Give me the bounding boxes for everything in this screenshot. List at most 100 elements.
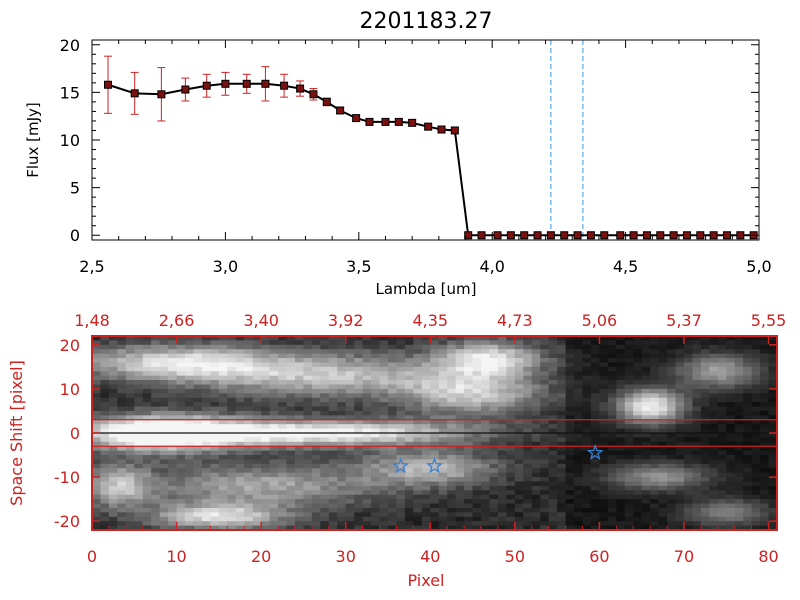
heatmap-cell xyxy=(523,441,533,447)
top-tick-label-2: 3,40 xyxy=(243,311,279,330)
heatmap-cell xyxy=(278,441,288,447)
heatmap-cell xyxy=(286,384,296,390)
heatmap-cell xyxy=(557,349,567,355)
heatmap-cell xyxy=(590,463,601,469)
heatmap-cell xyxy=(311,410,321,416)
heatmap-cell xyxy=(548,336,558,342)
heatmap-cell xyxy=(607,402,617,408)
heatmap-cell xyxy=(421,468,431,474)
heatmap-cell xyxy=(675,459,685,465)
heatmap-cell xyxy=(362,512,372,518)
heatmap-cell xyxy=(117,380,127,386)
heatmap-cell xyxy=(430,375,440,381)
heatmap-cell xyxy=(675,481,685,487)
heatmap-cell xyxy=(683,424,694,430)
heatmap-cell xyxy=(540,362,550,368)
heatmap-cell xyxy=(633,459,643,465)
heatmap-cell xyxy=(582,344,592,350)
data-point-10 xyxy=(309,90,318,99)
heatmap-cell xyxy=(582,402,592,408)
heatmap-cell xyxy=(387,384,398,390)
heatmap-cell xyxy=(514,349,524,355)
heatmap-cell xyxy=(675,349,685,355)
heatmap-cell xyxy=(337,371,347,377)
heatmap-cell xyxy=(751,406,761,412)
heatmap-cell xyxy=(125,393,135,399)
heatmap-cell xyxy=(100,362,110,368)
heatmap-cell xyxy=(117,521,127,527)
heatmap-cell xyxy=(734,406,744,412)
heatmap-cell xyxy=(201,406,211,412)
heatmap-cell xyxy=(726,446,736,452)
heatmap-cell xyxy=(430,472,440,478)
heatmap-cell xyxy=(421,512,431,518)
heatmap-cell xyxy=(354,494,364,500)
heatmap-cell xyxy=(430,450,440,456)
heatmap-cell xyxy=(354,402,364,408)
heatmap-cell xyxy=(278,468,288,474)
heatmap-cell xyxy=(743,446,753,452)
heatmap-cell xyxy=(633,388,643,394)
heatmap-cell xyxy=(607,490,617,496)
heatmap-cell xyxy=(210,485,220,491)
heatmap-cell xyxy=(481,358,491,364)
heatmap-cell xyxy=(557,468,567,474)
heatmap-cell xyxy=(185,406,195,412)
heatmap-cell xyxy=(590,494,601,500)
heatmap-cell xyxy=(472,485,482,491)
heatmap-cell xyxy=(430,415,440,421)
heatmap-cell xyxy=(624,499,634,505)
heatmap-cell xyxy=(751,455,761,461)
heatmap-cell xyxy=(607,455,617,461)
heatmap-cell xyxy=(185,459,195,465)
heatmap-cell xyxy=(227,494,237,500)
heatmap-cell xyxy=(616,459,626,465)
heatmap-cell xyxy=(328,402,338,408)
heatmap-cell xyxy=(540,393,550,399)
heatmap-cell xyxy=(717,450,727,456)
heatmap-cell xyxy=(261,525,271,531)
heatmap-cell xyxy=(320,468,330,474)
heatmap-cell xyxy=(244,437,254,443)
heatmap-cell xyxy=(430,371,440,377)
heatmap-cell xyxy=(371,455,381,461)
heatmap-cell xyxy=(286,441,296,447)
heatmap-cell xyxy=(387,450,398,456)
heatmap-cell xyxy=(751,402,761,408)
data-point-32 xyxy=(616,231,625,240)
heatmap-cell xyxy=(108,525,118,531)
heatmap-cell xyxy=(134,477,144,483)
heatmap-cell xyxy=(227,472,237,478)
heatmap-cell xyxy=(269,397,279,403)
heatmap-cell xyxy=(455,393,465,399)
heatmap-cell xyxy=(633,371,643,377)
heatmap-cell xyxy=(294,450,305,456)
heatmap-cell xyxy=(396,463,406,469)
heatmap-cell xyxy=(692,516,702,522)
heatmap-cell xyxy=(667,503,677,509)
heatmap-cell xyxy=(345,463,355,469)
heatmap-cell xyxy=(235,375,245,381)
heatmap-cell xyxy=(447,490,457,496)
heatmap-cell xyxy=(404,388,414,394)
heatmap-cell xyxy=(108,424,118,430)
heatmap-cell xyxy=(244,433,254,439)
heatmap-cell xyxy=(244,446,254,452)
heatmap-cell xyxy=(700,366,710,372)
heatmap-cell xyxy=(142,397,152,403)
heatmap-cell xyxy=(574,499,584,505)
heatmap-cell xyxy=(540,340,550,346)
heatmap-cell xyxy=(506,424,516,430)
heatmap-cell xyxy=(328,494,338,500)
heatmap-cell xyxy=(531,512,541,518)
heatmap-cell xyxy=(514,485,524,491)
heatmap-cell xyxy=(286,410,296,416)
heatmap-cell xyxy=(345,437,355,443)
heatmap-cell xyxy=(320,428,330,434)
heatmap-cell xyxy=(294,494,305,500)
heatmap-cell xyxy=(514,402,524,408)
heatmap-cell xyxy=(616,397,626,403)
heatmap-cell xyxy=(269,362,279,368)
heatmap-cell xyxy=(497,433,507,439)
heatmap-cell xyxy=(616,410,626,416)
